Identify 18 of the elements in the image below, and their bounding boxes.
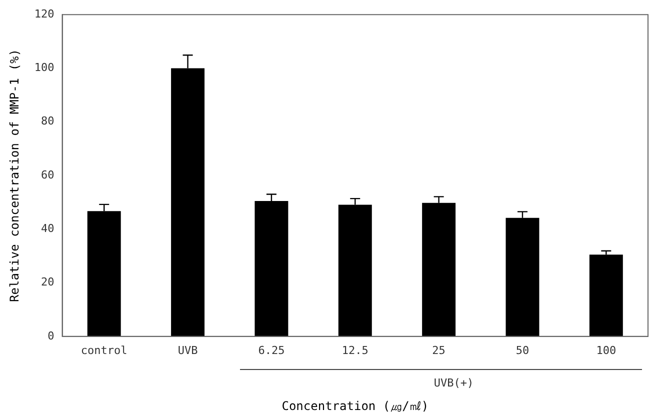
y-tick-label: 120 xyxy=(34,7,54,20)
y-tick-label: 100 xyxy=(34,61,54,74)
text: UVB(+) xyxy=(434,376,474,390)
y-tick-label: 60 xyxy=(41,168,54,182)
bar xyxy=(589,254,623,336)
y-tick-label: 80 xyxy=(41,114,54,128)
x-tick-label: UVB xyxy=(178,344,198,357)
x-tick-label: 6.25 xyxy=(258,344,285,357)
x-tick-label: 12.5 xyxy=(342,344,368,357)
y-tick-label: 20 xyxy=(41,276,54,289)
x-tick-label: 100 xyxy=(596,344,616,357)
x-axis-title: Concentration (㎍/㎖) xyxy=(282,398,429,413)
y-tick-label: 0 xyxy=(48,329,54,342)
x-tick-label: control xyxy=(80,344,128,357)
x-tick-label: 25 xyxy=(432,344,446,357)
y-tick-label: 40 xyxy=(41,222,54,235)
x-tick-label: 50 xyxy=(516,344,530,357)
y-axis-title: Relative concentration of MMP-1 (%) xyxy=(7,49,22,302)
